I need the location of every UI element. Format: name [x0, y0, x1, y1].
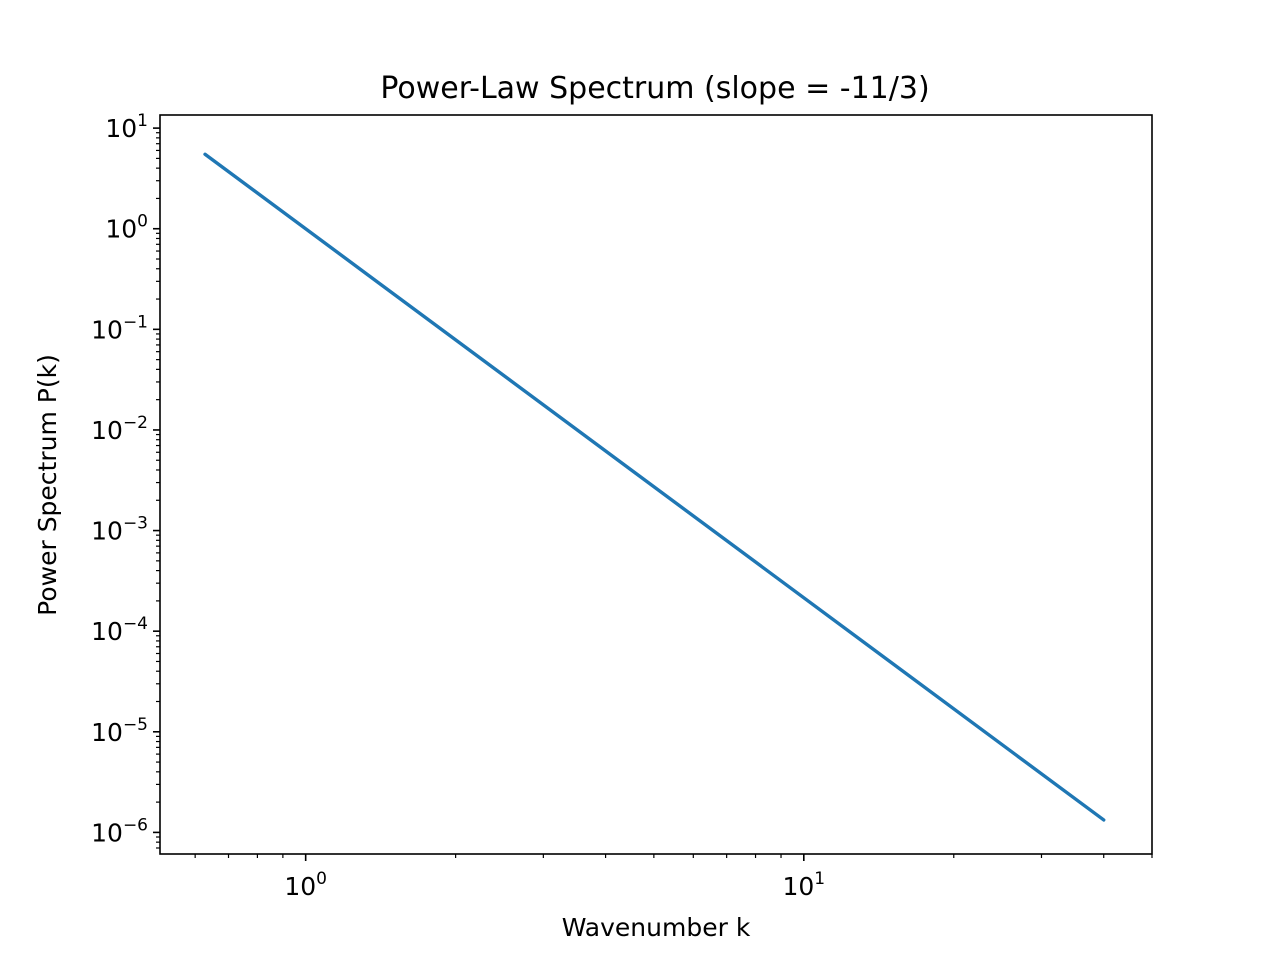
- plot-area: [203, 152, 1106, 822]
- y-tick-label: 10−4: [91, 614, 148, 646]
- y-tick-label: 100: [105, 212, 148, 244]
- x-tick-label: 100: [284, 869, 327, 901]
- y-tick-label: 101: [105, 111, 148, 143]
- x-tick-label: 101: [782, 869, 825, 901]
- x-axis-label: Wavenumber k: [562, 913, 751, 942]
- axes-frame: [159, 114, 1153, 855]
- x-axis: 100 101: [194, 854, 1153, 901]
- y-tick-label: 10−6: [91, 815, 148, 847]
- y-tick-label: 10−1: [91, 312, 148, 344]
- y-axis: 101 100 10−1 10−2 10−3 10−4 10−5 10−6: [91, 111, 160, 849]
- y-tick-label: 10−3: [91, 514, 148, 546]
- y-tick-label: 10−2: [91, 413, 148, 445]
- y-axis-label: Power Spectrum P(k): [33, 354, 62, 616]
- y-tick-label: 10−5: [91, 715, 148, 747]
- series-line-0: [203, 152, 1106, 822]
- chart-title: Power-Law Spectrum (slope = -11/3): [380, 71, 929, 106]
